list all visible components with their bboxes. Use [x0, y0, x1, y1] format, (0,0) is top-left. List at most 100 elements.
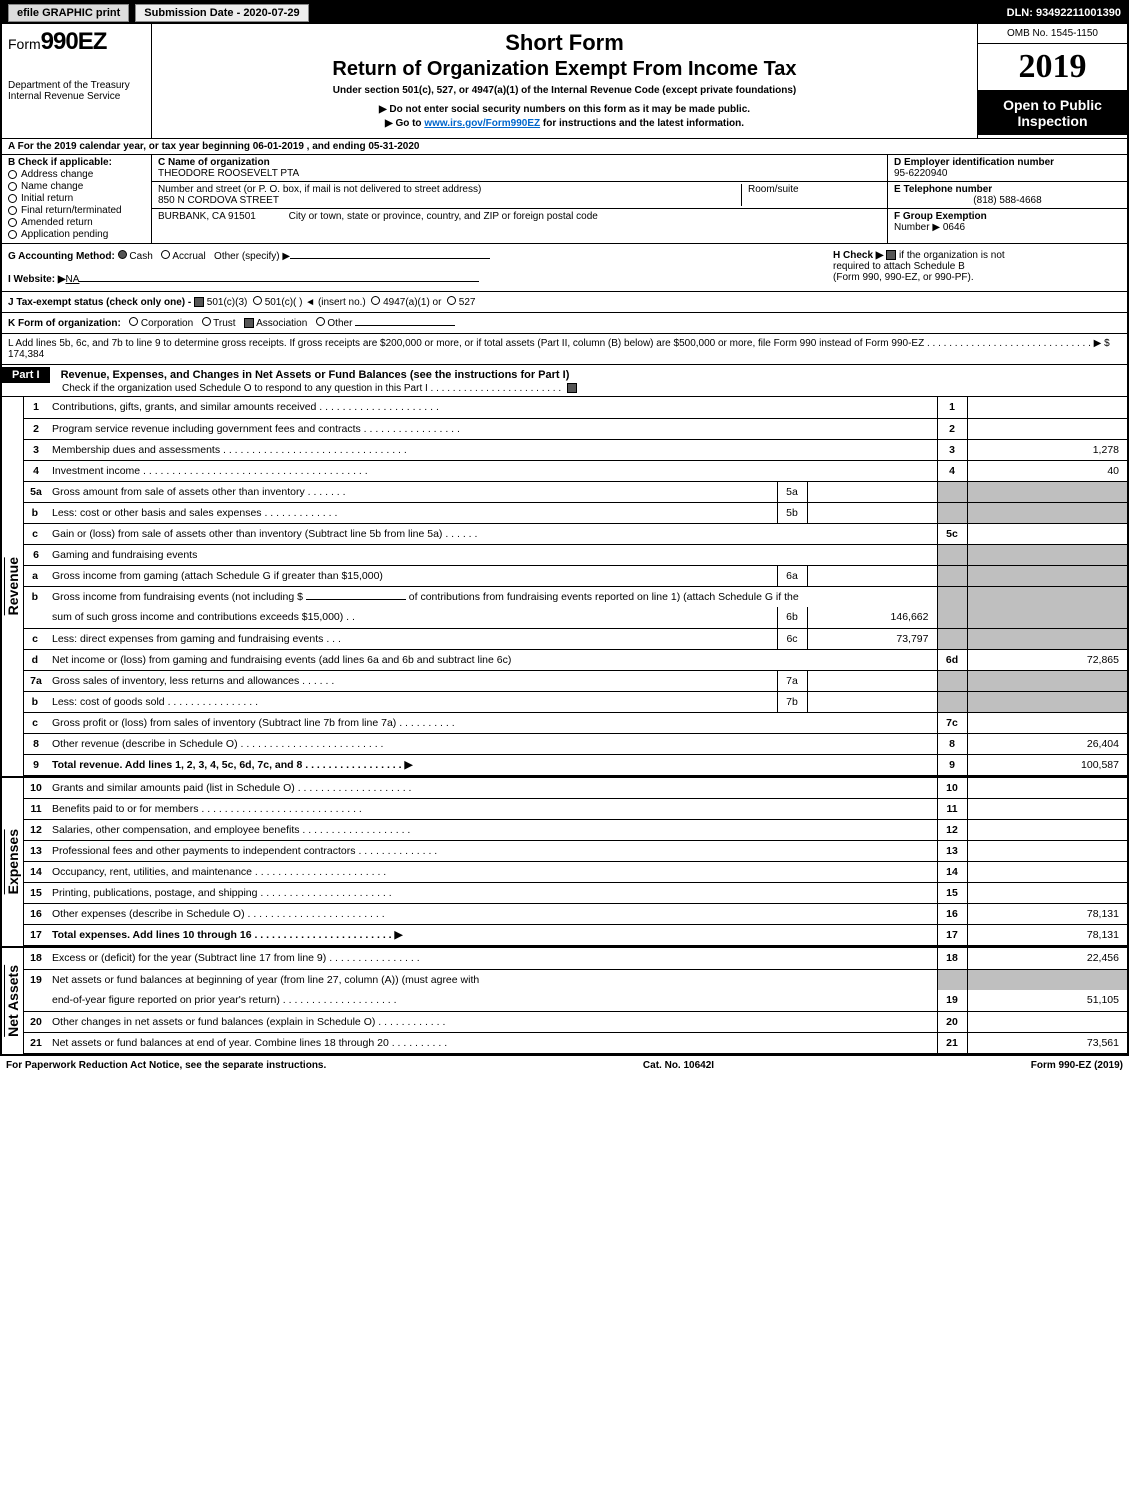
- radio-icon: [8, 206, 17, 215]
- chk-initial-return[interactable]: Initial return: [8, 193, 145, 204]
- chk-501c3-icon[interactable]: [194, 297, 204, 307]
- chk-final-return[interactable]: Final return/terminated: [8, 205, 145, 216]
- rn: 17: [937, 925, 967, 946]
- K-other-field[interactable]: [355, 325, 455, 326]
- row-4: 4Investment income . . . . . . . . . . .…: [24, 460, 1127, 481]
- line-A: A For the 2019 calendar year, or tax yea…: [2, 139, 1127, 155]
- 6b-amount-field[interactable]: [306, 599, 406, 600]
- box-D: D Employer identification number 95-6220…: [888, 155, 1127, 182]
- box-F: F Group Exemption Number ▶ 0646: [888, 209, 1127, 235]
- H-line2: required to attach Schedule B: [833, 261, 965, 272]
- ln: 20: [24, 1011, 48, 1032]
- row-6c: cLess: direct expenses from gaming and f…: [24, 628, 1127, 649]
- row-18: 18Excess or (deficit) for the year (Subt…: [24, 948, 1127, 969]
- K-trust: Trust: [213, 318, 235, 329]
- sl: 5b: [777, 502, 807, 523]
- amt: [967, 883, 1127, 904]
- submission-date-button[interactable]: Submission Date - 2020-07-29: [135, 4, 308, 22]
- rn-shaded: [937, 670, 967, 691]
- G-label: G Accounting Method:: [8, 251, 115, 262]
- form-prefix: Form: [8, 36, 41, 52]
- chk-corp-icon[interactable]: [129, 317, 138, 326]
- sl: 7a: [777, 670, 807, 691]
- efile-print-button[interactable]: efile GRAPHIC print: [8, 4, 129, 22]
- chk-other-icon[interactable]: [316, 317, 325, 326]
- rn: 15: [937, 883, 967, 904]
- website-value: NA: [66, 274, 80, 285]
- desc: Net assets or fund balances at beginning…: [48, 969, 937, 990]
- K-assoc: Association: [256, 318, 307, 329]
- row-10: 10Grants and similar amounts paid (list …: [24, 778, 1127, 799]
- chk-501c-icon[interactable]: [253, 296, 262, 305]
- sl: 6c: [777, 628, 807, 649]
- amt: [967, 841, 1127, 862]
- amt: [967, 799, 1127, 820]
- ln: 7a: [24, 670, 48, 691]
- desc: Total expenses. Add lines 10 through 16 …: [48, 925, 937, 946]
- desc: Investment income . . . . . . . . . . . …: [48, 460, 937, 481]
- radio-cash-icon[interactable]: [118, 250, 127, 259]
- amt-shaded: [967, 607, 1127, 628]
- other-specify-field[interactable]: [290, 258, 490, 259]
- rn: 13: [937, 841, 967, 862]
- chk-amended[interactable]: Amended return: [8, 217, 145, 228]
- row-K: K Form of organization: Corporation Trus…: [2, 313, 1127, 334]
- ln: 6: [24, 544, 48, 565]
- H-post: if the organization is not: [899, 250, 1005, 261]
- line-G: G Accounting Method: Cash Accrual Other …: [8, 250, 821, 262]
- J-opt2post: ) ◄ (insert no.): [299, 297, 366, 308]
- row-2: 2Program service revenue including gover…: [24, 418, 1127, 439]
- chk-assoc-icon[interactable]: [244, 318, 254, 328]
- desc: Less: cost of goods sold . . . . . . . .…: [48, 691, 777, 712]
- sl: 6b: [777, 607, 807, 628]
- rn: 11: [937, 799, 967, 820]
- checkbox-H-icon[interactable]: [886, 250, 896, 260]
- row-21: 21Net assets or fund balances at end of …: [24, 1032, 1127, 1053]
- col-C: C Name of organization THEODORE ROOSEVEL…: [152, 155, 887, 243]
- rn-shaded: [937, 628, 967, 649]
- open-public-2: Inspection: [982, 113, 1123, 129]
- desc: sum of such gross income and contributio…: [48, 607, 777, 628]
- amt-shaded: [967, 481, 1127, 502]
- city-label: City or town, state or province, country…: [289, 211, 598, 222]
- netassets-main: 18Excess or (deficit) for the year (Subt…: [24, 948, 1127, 1054]
- row-11: 11Benefits paid to or for members . . . …: [24, 799, 1127, 820]
- ln-blank: [24, 990, 48, 1011]
- amt-shaded: [967, 502, 1127, 523]
- website-underline: [79, 281, 479, 282]
- ln: b: [24, 691, 48, 712]
- chk-trust-icon[interactable]: [202, 317, 211, 326]
- topbar-left: efile GRAPHIC print Submission Date - 20…: [8, 4, 309, 22]
- rn: 18: [937, 948, 967, 969]
- form-page: efile GRAPHIC print Submission Date - 20…: [0, 0, 1129, 1056]
- sv: [807, 481, 937, 502]
- chk-app-pending[interactable]: Application pending: [8, 229, 145, 240]
- chk-4947-icon[interactable]: [371, 296, 380, 305]
- chk-name-change[interactable]: Name change: [8, 181, 145, 192]
- J-opt4: 527: [459, 297, 476, 308]
- ein-value: 95-6220940: [894, 168, 1121, 179]
- expenses-main: 10Grants and similar amounts paid (list …: [24, 778, 1127, 947]
- ln: 15: [24, 883, 48, 904]
- radio-accrual-icon[interactable]: [161, 250, 170, 259]
- part1-checkbox-icon[interactable]: [567, 383, 577, 393]
- desc: Net income or (loss) from gaming and fun…: [48, 649, 937, 670]
- chk-527-icon[interactable]: [447, 296, 456, 305]
- radio-icon: [8, 194, 17, 203]
- amt: 40: [967, 460, 1127, 481]
- footer-mid: Cat. No. 10642I: [643, 1060, 714, 1071]
- row-GHI: G Accounting Method: Cash Accrual Other …: [2, 244, 1127, 292]
- desc: Net assets or fund balances at end of ye…: [48, 1032, 937, 1053]
- ln: 2: [24, 418, 48, 439]
- sl: 6a: [777, 565, 807, 586]
- chk-address-change[interactable]: Address change: [8, 169, 145, 180]
- open-public-1: Open to Public: [982, 97, 1123, 113]
- desc: Occupancy, rent, utilities, and maintena…: [48, 862, 937, 883]
- sv: [807, 502, 937, 523]
- opt-name-change: Name change: [21, 181, 83, 192]
- page-footer: For Paperwork Reduction Act Notice, see …: [0, 1056, 1129, 1075]
- irs-link[interactable]: www.irs.gov/Form990EZ: [424, 118, 540, 129]
- row-5c: cGain or (loss) from sale of assets othe…: [24, 523, 1127, 544]
- revenue-table: 1Contributions, gifts, grants, and simil…: [24, 397, 1127, 776]
- part1-checkline-text: Check if the organization used Schedule …: [62, 383, 561, 394]
